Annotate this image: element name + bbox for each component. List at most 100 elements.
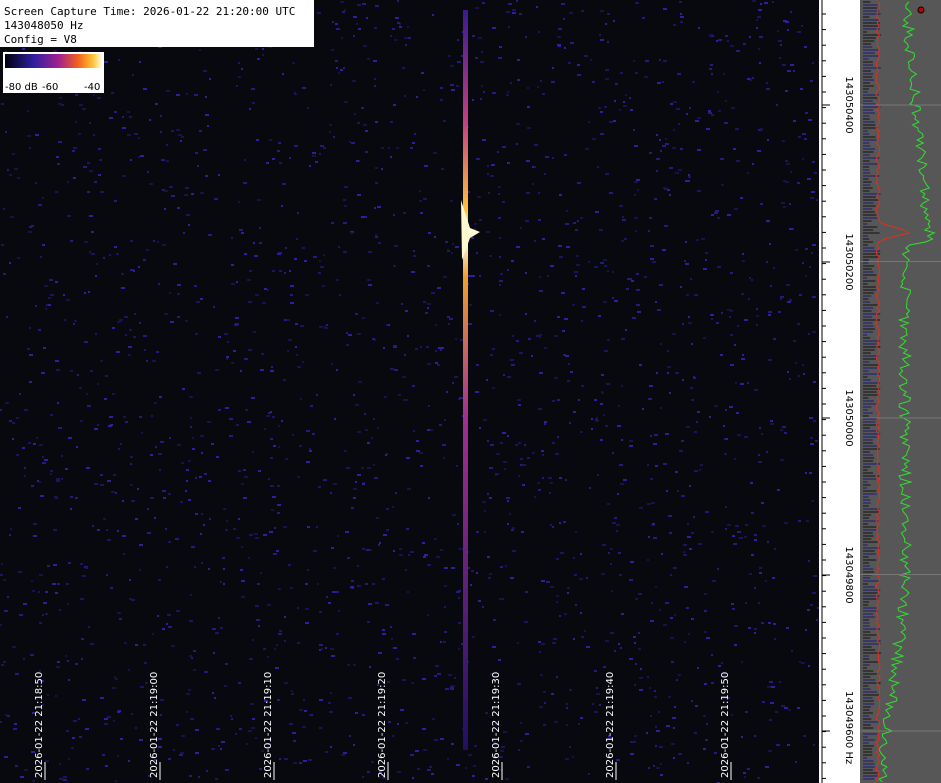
noise-speck <box>222 557 225 559</box>
time-label: 2026-01-22 21:19:40 <box>605 672 616 778</box>
noise-speck <box>248 349 252 351</box>
noise-speck <box>391 638 393 640</box>
noise-speck <box>144 662 147 664</box>
noise-speck <box>667 189 670 191</box>
noise-speck <box>685 180 689 182</box>
noise-speck <box>475 57 478 59</box>
noise-speck <box>510 577 514 579</box>
noise-speck <box>337 535 339 537</box>
noise-speck <box>347 557 350 559</box>
noise-speck <box>632 317 636 319</box>
noise-speck <box>813 575 817 577</box>
noise-speck <box>787 70 791 72</box>
noise-speck <box>18 571 22 573</box>
noise-speck <box>490 175 494 177</box>
noise-speck <box>50 473 52 475</box>
noise-speck <box>775 711 778 713</box>
noise-speck <box>355 404 359 406</box>
noise-speck <box>272 158 275 160</box>
noise-speck <box>371 761 374 763</box>
noise-speck <box>442 444 446 446</box>
noise-speck <box>221 741 225 743</box>
freq-axis <box>819 0 860 783</box>
noise-speck <box>519 352 523 354</box>
noise-speck <box>92 525 94 527</box>
noise-speck <box>777 30 779 32</box>
noise-speck <box>725 100 727 102</box>
noise-speck <box>622 216 624 218</box>
noise-speck <box>319 649 321 651</box>
noise-speck <box>565 355 569 357</box>
noise-speck <box>532 166 534 168</box>
noise-speck <box>518 404 521 406</box>
noise-speck <box>319 153 321 155</box>
noise-speck <box>160 714 162 716</box>
noise-speck <box>84 341 88 343</box>
noise-speck <box>512 335 514 337</box>
noise-speck <box>499 314 501 316</box>
noise-speck <box>725 723 727 725</box>
noise-speck <box>157 615 159 617</box>
noise-speck <box>406 528 409 530</box>
noise-speck <box>82 575 86 577</box>
noise-speck <box>355 481 357 483</box>
noise-speck <box>376 302 379 304</box>
noise-speck <box>807 609 810 611</box>
noise-speck <box>696 239 699 241</box>
noise-speck <box>283 379 286 381</box>
noise-speck <box>559 477 562 479</box>
noise-speck <box>404 37 408 39</box>
noise-speck <box>691 399 694 401</box>
noise-speck <box>427 429 430 431</box>
noise-speck <box>134 313 136 315</box>
noise-speck <box>776 744 780 746</box>
noise-speck <box>688 633 690 635</box>
noise-speck <box>566 724 568 726</box>
noise-speck <box>806 520 809 522</box>
noise-speck <box>721 662 723 664</box>
noise-speck <box>647 503 651 505</box>
noise-speck <box>236 537 240 539</box>
noise-speck <box>797 31 801 33</box>
noise-speck <box>317 12 321 14</box>
noise-speck <box>487 440 489 442</box>
noise-speck <box>131 713 133 715</box>
noise-speck <box>357 122 360 124</box>
noise-speck <box>31 751 35 753</box>
noise-speck <box>443 120 446 122</box>
noise-speck <box>447 249 449 251</box>
noise-speck <box>556 676 558 678</box>
noise-speck <box>427 564 431 566</box>
noise-speck <box>166 90 170 92</box>
noise-speck <box>683 551 685 553</box>
noise-speck <box>68 679 70 681</box>
noise-speck <box>808 119 812 121</box>
noise-speck <box>331 222 334 224</box>
noise-speck <box>390 626 392 628</box>
noise-speck <box>272 270 275 272</box>
noise-speck <box>233 350 236 352</box>
noise-speck <box>9 262 11 264</box>
noise-speck <box>12 153 15 155</box>
noise-speck <box>366 549 370 551</box>
noise-speck <box>262 302 266 304</box>
noise-speck <box>688 322 692 324</box>
noise-speck <box>373 418 375 420</box>
noise-speck <box>565 758 569 760</box>
noise-speck <box>199 49 201 51</box>
noise-speck <box>756 324 758 326</box>
noise-speck <box>125 421 128 423</box>
noise-speck <box>423 198 427 200</box>
noise-speck <box>168 493 171 495</box>
noise-speck <box>130 269 134 271</box>
noise-speck <box>634 181 638 183</box>
noise-speck <box>278 142 281 144</box>
noise-speck <box>194 94 198 96</box>
noise-speck <box>570 42 574 44</box>
noise-speck <box>592 81 595 83</box>
noise-speck <box>739 537 743 539</box>
noise-speck <box>607 13 610 15</box>
noise-speck <box>346 467 350 469</box>
noise-speck <box>595 211 599 213</box>
noise-speck <box>584 630 586 632</box>
